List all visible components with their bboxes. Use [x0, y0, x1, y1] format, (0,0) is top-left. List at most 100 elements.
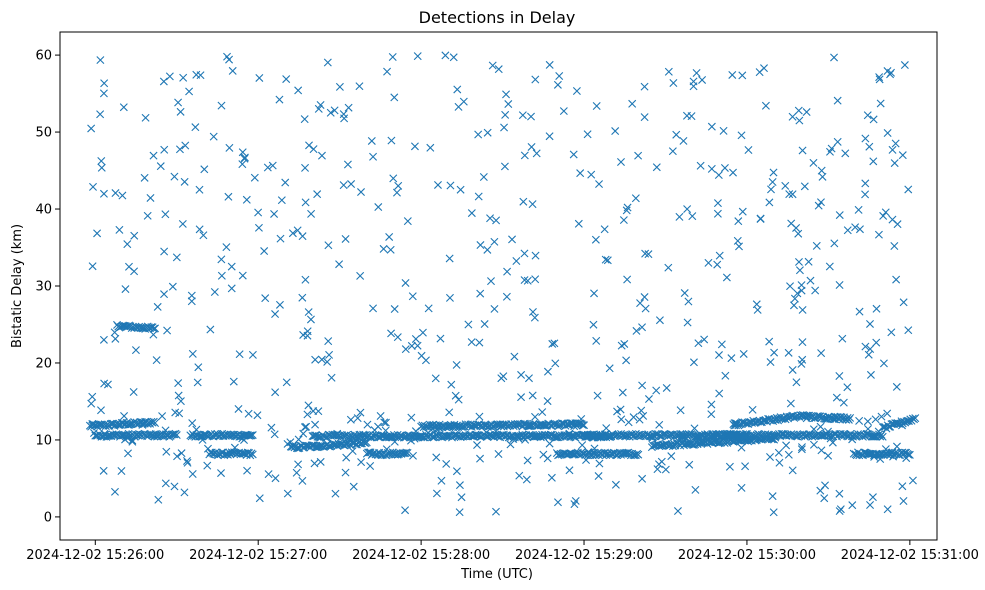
- data-point: [476, 289, 485, 298]
- data-point: [876, 99, 885, 108]
- y-tick-label: 30: [35, 280, 52, 295]
- plot-area: [85, 51, 920, 517]
- data-points: [85, 51, 920, 517]
- data-point: [223, 450, 232, 459]
- data-point: [464, 320, 473, 329]
- data-point: [388, 53, 397, 61]
- data-point: [382, 445, 391, 454]
- data-point: [229, 377, 238, 386]
- data-point: [172, 431, 181, 440]
- data-point: [324, 337, 333, 346]
- plot-frame: [59, 31, 938, 541]
- data-point: [180, 177, 189, 186]
- data-point: [379, 244, 388, 253]
- data-point: [869, 157, 878, 166]
- data-point: [513, 432, 522, 441]
- data-point: [707, 400, 716, 409]
- data-point: [520, 151, 529, 160]
- data-point: [154, 495, 163, 504]
- data-point: [445, 254, 454, 263]
- data-point: [565, 429, 574, 438]
- data-point: [491, 427, 500, 436]
- data-point: [698, 75, 707, 84]
- data-point: [707, 410, 716, 419]
- data-point: [180, 488, 189, 497]
- data-point: [432, 489, 441, 498]
- data-point: [323, 58, 332, 67]
- data-point: [804, 257, 813, 266]
- data-point: [443, 432, 452, 441]
- y-tick-label: 10: [35, 433, 52, 448]
- data-point: [721, 371, 730, 380]
- data-point: [874, 230, 883, 239]
- data-point: [161, 479, 170, 488]
- data-point: [339, 181, 348, 190]
- data-point: [653, 465, 662, 474]
- data-point: [806, 276, 815, 285]
- data-point: [617, 415, 626, 424]
- data-point: [590, 444, 599, 453]
- data-point: [811, 286, 820, 295]
- data-point: [307, 209, 316, 218]
- data-point: [217, 469, 226, 478]
- data-point: [271, 388, 280, 397]
- data-point: [330, 106, 339, 115]
- data-point: [240, 436, 248, 445]
- data-point: [99, 89, 108, 98]
- data-point: [426, 143, 435, 152]
- data-point: [96, 110, 105, 119]
- data-point: [675, 212, 684, 221]
- y-tick-label: 20: [35, 356, 52, 371]
- data-point: [255, 494, 264, 503]
- data-point: [570, 431, 579, 440]
- data-point: [196, 432, 205, 441]
- data-point: [366, 462, 375, 470]
- data-point: [781, 181, 790, 190]
- data-point: [502, 292, 511, 301]
- data-point: [655, 420, 664, 429]
- data-point: [784, 431, 793, 440]
- data-point: [476, 433, 485, 441]
- data-point: [483, 128, 492, 137]
- data-point: [843, 226, 852, 235]
- data-point: [248, 431, 257, 440]
- data-point: [407, 341, 416, 350]
- data-point: [690, 424, 699, 433]
- data-point: [809, 158, 818, 167]
- data-point: [293, 226, 302, 235]
- data-point: [732, 421, 740, 430]
- data-point: [187, 297, 196, 306]
- data-point: [490, 237, 499, 246]
- data-point: [487, 277, 495, 286]
- data-point: [879, 211, 888, 220]
- data-point: [846, 413, 855, 422]
- data-point: [866, 319, 874, 328]
- data-point: [707, 164, 716, 173]
- data-point: [292, 468, 301, 477]
- data-point: [444, 422, 453, 431]
- data-point: [260, 247, 269, 256]
- data-point: [889, 452, 898, 461]
- data-point: [527, 112, 536, 121]
- data-point: [459, 97, 468, 106]
- data-point: [111, 189, 120, 198]
- data-point: [591, 235, 600, 244]
- data-point: [303, 410, 312, 419]
- data-point: [349, 482, 358, 491]
- data-point: [475, 338, 484, 347]
- data-point: [518, 111, 527, 120]
- data-point: [667, 452, 676, 461]
- data-point: [689, 82, 698, 91]
- data-point: [904, 185, 913, 194]
- data-point: [788, 365, 797, 374]
- data-point: [548, 339, 557, 348]
- data-point: [301, 198, 310, 207]
- data-point: [152, 356, 161, 365]
- data-point: [872, 338, 881, 347]
- data-point: [733, 236, 742, 245]
- data-point: [584, 448, 593, 457]
- data-point: [563, 450, 572, 459]
- data-point: [531, 412, 540, 421]
- data-point: [525, 420, 534, 429]
